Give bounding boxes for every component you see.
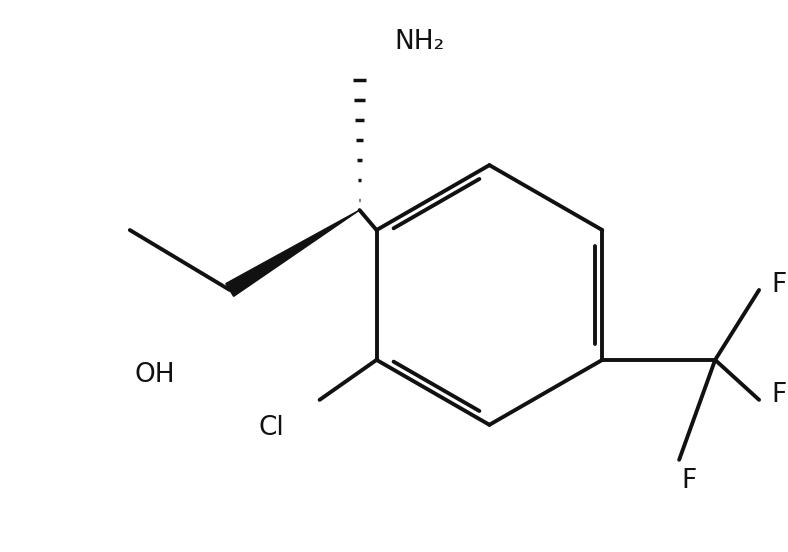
Text: F: F: [682, 468, 697, 494]
Text: F: F: [771, 382, 786, 408]
Text: OH: OH: [134, 362, 175, 388]
Text: NH₂: NH₂: [395, 29, 444, 55]
Polygon shape: [226, 210, 359, 296]
Text: Cl: Cl: [259, 415, 284, 441]
Text: F: F: [771, 272, 786, 298]
